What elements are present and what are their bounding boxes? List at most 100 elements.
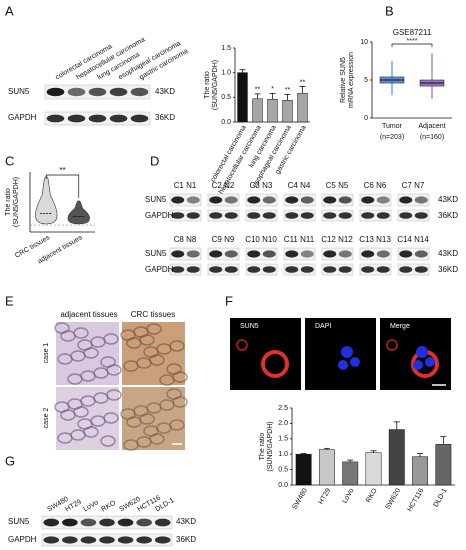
pair-label: C11 N11 [284, 235, 315, 244]
band [224, 196, 238, 204]
blot-strip [397, 263, 430, 276]
band [285, 196, 299, 204]
band [376, 250, 390, 258]
tissue-texture [172, 396, 188, 408]
band [262, 212, 276, 219]
blot-strip [321, 209, 354, 222]
size-label: 43KD [438, 249, 458, 258]
pair-label: C8 N8 [174, 235, 197, 244]
channel-label: SUN5 [240, 323, 259, 330]
band [285, 250, 299, 258]
band [99, 518, 115, 527]
y-axis-label: The ratio [259, 433, 266, 461]
pair-label: C5 N5 [326, 181, 349, 190]
y-axis-label: The ratio [204, 71, 211, 99]
bar [267, 99, 278, 123]
blot-strip [321, 263, 354, 276]
chart-title: GSE87211 [393, 28, 432, 37]
band [43, 518, 60, 527]
row-label: case 1 [43, 343, 50, 364]
size-label: 43KD [176, 517, 196, 526]
band [262, 250, 276, 258]
bar [252, 98, 263, 123]
band [88, 87, 107, 97]
band [399, 212, 413, 219]
row-label: SUN5 [8, 517, 30, 526]
lane-label: RKO [100, 499, 117, 513]
pair-label: C1 N1 [174, 181, 197, 190]
band [62, 518, 78, 527]
band [414, 196, 428, 204]
band [80, 536, 97, 544]
tissue-texture [73, 327, 89, 339]
blot-strip [207, 263, 240, 276]
band [338, 250, 352, 258]
band [46, 114, 65, 123]
x-tick-label: SW620 [385, 487, 403, 510]
pair-label: C3 N3 [250, 181, 273, 190]
band [62, 536, 78, 544]
band [247, 196, 261, 204]
nucleus [350, 357, 360, 367]
pair-label: C7 N7 [402, 181, 425, 190]
row-label: SUN5 [8, 87, 30, 96]
y-tick-label: 1.0 [221, 70, 231, 77]
band [136, 518, 152, 527]
band [361, 266, 375, 273]
bar [342, 461, 359, 486]
size-label: 43KD [438, 195, 458, 204]
band [300, 250, 314, 258]
x-tick-label: SW480 [291, 487, 309, 510]
band [117, 518, 134, 527]
band [338, 196, 352, 204]
pair-label: C9 N9 [212, 235, 235, 244]
y-tick-label: 2.5 [278, 405, 288, 412]
blot-strip [397, 209, 430, 222]
tissue-texture [169, 419, 185, 431]
significance-bracket [45, 174, 80, 198]
violin [67, 200, 90, 225]
fluorescence-image [305, 318, 376, 390]
panel-label: D [150, 153, 159, 168]
cell-red [236, 339, 248, 351]
cell-red [386, 339, 398, 351]
bar [297, 93, 308, 123]
band [262, 196, 276, 204]
band [109, 87, 128, 97]
band [186, 212, 200, 219]
x-tick-label: HCT116 [407, 487, 426, 513]
significance: ** [255, 87, 261, 94]
channel-label: DAPI [315, 323, 331, 330]
significance: ** [285, 87, 291, 94]
band [361, 250, 375, 258]
row-label: GAPDH [145, 211, 174, 220]
count-label: (n=203) [380, 134, 404, 141]
x-tick-label: RKO [365, 487, 379, 504]
size-label: 36KD [438, 265, 458, 274]
band [300, 266, 314, 273]
row-label: GAPDH [8, 113, 37, 122]
panel-label: F [225, 293, 233, 308]
band [46, 87, 65, 97]
y-axis-label: (SUN5/GAPDH) [267, 421, 274, 471]
size-label: 43KD [155, 87, 175, 96]
bar [388, 429, 405, 486]
channel-label: Merge [390, 323, 410, 330]
row-label: GAPDH [8, 535, 37, 544]
pair-label: C6 N6 [364, 181, 387, 190]
pair-label: C14 N14 [397, 235, 429, 244]
blot-strip [245, 209, 278, 222]
band [224, 250, 238, 258]
pair-label: C13 N13 [359, 235, 391, 244]
bar [295, 453, 312, 486]
band [376, 212, 390, 219]
pair-label: C2 N2 [212, 181, 235, 190]
band [130, 114, 149, 123]
panel-label: G [5, 453, 15, 468]
y-axis-label: The ratio [5, 188, 12, 216]
y-axis-label: Relative SUN5 [340, 57, 347, 103]
cell-red [261, 350, 289, 378]
band [224, 266, 238, 273]
row-label: GAPDH [145, 265, 174, 274]
